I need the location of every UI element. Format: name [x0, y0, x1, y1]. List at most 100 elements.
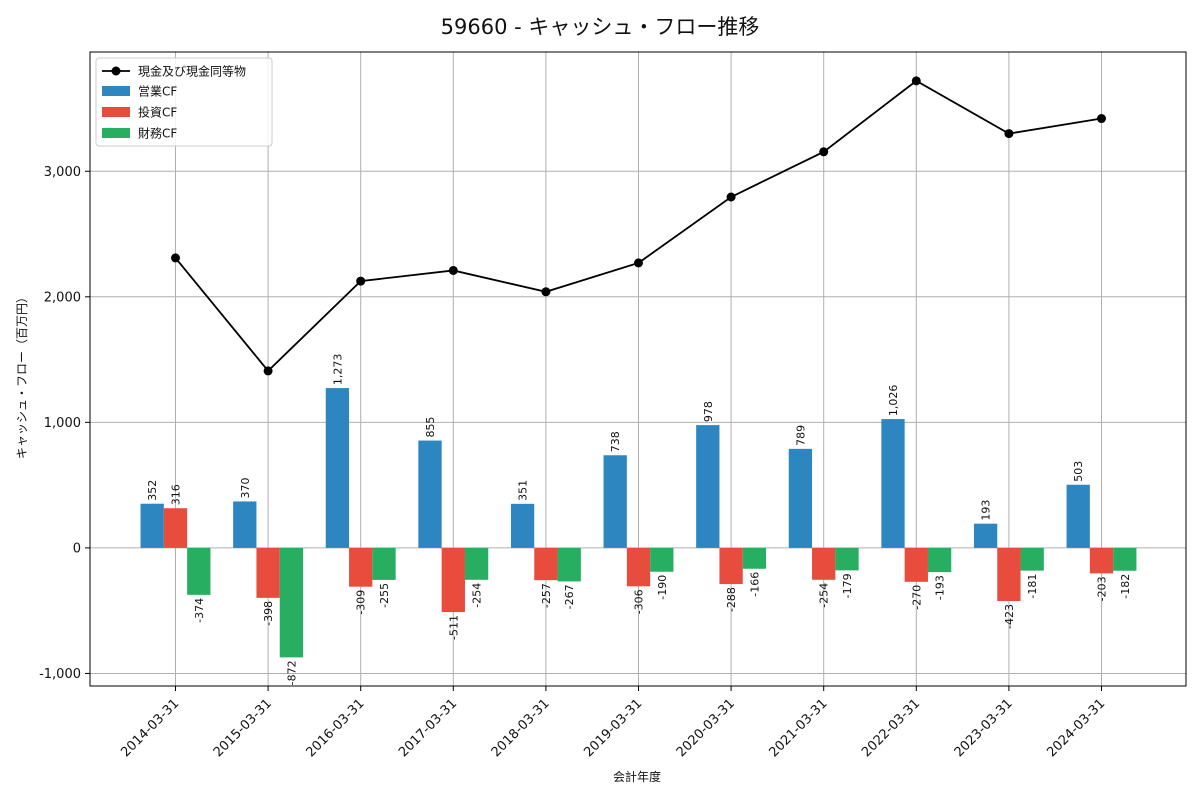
cash-equivalents-point: [634, 258, 643, 268]
bar-value-label: -255: [378, 583, 391, 608]
bar-投資CF: [349, 547, 373, 587]
y-tick-label: -1,000: [39, 667, 81, 682]
bar-value-label: 193: [980, 500, 993, 521]
y-tick-label: 0: [73, 541, 81, 556]
x-tick-label: 2019-03-31: [581, 696, 645, 760]
bar-value-label: 351: [517, 480, 530, 501]
bar-value-label: -288: [725, 587, 738, 612]
x-tick-label: 2023-03-31: [952, 696, 1016, 760]
bar-value-label: 370: [239, 477, 252, 498]
cash-equivalents-point: [263, 366, 273, 376]
bar-value-label: -257: [540, 583, 553, 608]
bars-layer: [140, 388, 1137, 658]
bar-投資CF: [534, 547, 558, 581]
legend-label: 投資CF: [138, 105, 177, 120]
bar-value-label: -254: [471, 583, 484, 608]
legend-label: 営業CF: [138, 85, 177, 99]
bar-value-label: -179: [841, 573, 854, 598]
bar-投資CF: [904, 547, 928, 582]
bar-投資CF: [997, 547, 1021, 602]
x-tick-label: 2014-03-31: [118, 696, 182, 760]
x-tick-label: 2021-03-31: [766, 696, 830, 760]
y-tick-label: 2,000: [44, 290, 81, 305]
bar-財務CF: [1020, 547, 1044, 571]
bar-value-label: -254: [818, 583, 831, 608]
bar-営業CF: [510, 503, 535, 548]
legend-swatch: [102, 128, 130, 138]
bar-営業CF: [603, 455, 627, 548]
bar-value-label: 738: [609, 431, 622, 452]
bar-営業CF: [881, 419, 905, 548]
cash-equivalents-point: [911, 76, 921, 86]
bar-value-label: -270: [910, 585, 923, 610]
x-tick-label: 2015-03-31: [211, 696, 275, 760]
bar-value-label: 316: [170, 484, 183, 505]
cash-equivalents-point: [448, 265, 458, 275]
cash-equivalents-point: [171, 253, 180, 263]
cash-equivalents-point: [541, 287, 551, 297]
bar-value-label: -193: [934, 575, 947, 600]
bar-投資CF: [719, 547, 743, 585]
bar-value-label: -182: [1119, 574, 1132, 599]
cash-equivalents-point: [819, 147, 829, 157]
bar-value-label: 978: [702, 401, 715, 422]
x-tick-label: 2022-03-31: [859, 696, 923, 760]
bar-value-label: 855: [424, 417, 437, 438]
legend-swatch: [102, 107, 130, 117]
cash-equivalents-point: [1004, 129, 1014, 139]
bar-財務CF: [279, 547, 304, 658]
bar-value-label: -306: [633, 589, 646, 614]
cash-equivalents-point: [1097, 114, 1106, 124]
bar-財務CF: [927, 547, 952, 573]
bar-value-label: 1,026: [887, 385, 900, 417]
bar-value-label: 789: [794, 425, 807, 446]
bar-投資CF: [163, 508, 188, 548]
bar-財務CF: [557, 547, 581, 582]
bar-value-label: -267: [563, 584, 576, 609]
bar-value-label: -309: [355, 590, 368, 615]
bar-財務CF: [372, 547, 396, 580]
bar-財務CF: [650, 547, 674, 572]
x-tick-label: 2017-03-31: [396, 696, 460, 760]
bar-営業CF: [973, 523, 998, 548]
y-tick-label: 3,000: [44, 165, 81, 180]
bar-value-label: -423: [1003, 604, 1016, 629]
bar-value-label: -181: [1026, 574, 1039, 599]
plot-frame: [89, 51, 1187, 687]
x-tick-label: 2024-03-31: [1044, 696, 1108, 760]
legend-line-marker: [111, 66, 121, 76]
bar-labels-layer: 352 370 1,273 855 351 738 978 789 1,026 193 503 316…: [146, 354, 1132, 686]
bar-value-label: -398: [262, 601, 275, 626]
x-tick-label: 2016-03-31: [303, 696, 367, 760]
bar-財務CF: [464, 547, 489, 580]
bar-投資CF: [626, 547, 651, 587]
bar-投資CF: [812, 547, 836, 580]
bar-投資CF: [441, 547, 465, 613]
legend-label: 財務CF: [138, 126, 177, 141]
x-tick-label: 2020-03-31: [674, 696, 738, 760]
bar-value-label: -872: [285, 660, 298, 685]
bar-value-label: -166: [748, 572, 761, 597]
y-tick-label: 1,000: [44, 416, 81, 431]
bar-value-label: -511: [447, 615, 460, 640]
line-layer: [171, 76, 1106, 376]
bar-財務CF: [187, 547, 211, 595]
axes-layer: -1,000 0 1,000 2,000 3,000 2014-03-31 2015-03-…: [39, 51, 1187, 760]
bar-投資CF: [1089, 547, 1114, 574]
bar-value-label: 503: [1072, 461, 1085, 482]
bar-value-label: -190: [656, 575, 669, 600]
bar-財務CF: [1113, 547, 1137, 571]
y-axis-label: キャッシュ・フロー（百万円）: [15, 291, 29, 459]
bar-営業CF: [1066, 484, 1090, 548]
legend-swatch: [102, 86, 130, 96]
bar-財務CF: [742, 547, 767, 569]
bar-営業CF: [788, 448, 813, 548]
bar-value-label: -203: [1096, 576, 1109, 601]
legend-label: 現金及び現金同等物: [138, 64, 246, 79]
bar-value-label: -374: [193, 598, 206, 623]
bar-投資CF: [256, 547, 280, 598]
x-axis-label: 会計年度: [613, 769, 661, 784]
bar-営業CF: [418, 440, 442, 548]
